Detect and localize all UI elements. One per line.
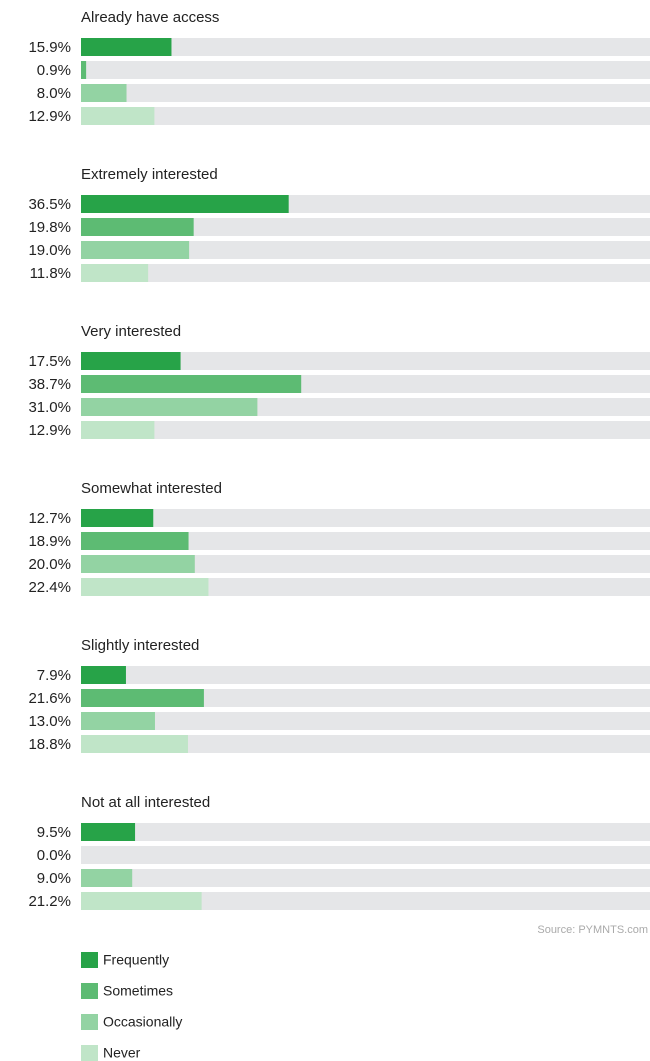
value-label: 8.0%	[37, 85, 71, 102]
value-label: 21.6%	[28, 690, 71, 707]
value-label: 12.7%	[28, 510, 71, 527]
track	[81, 84, 650, 102]
group-title: Already have access	[81, 9, 219, 26]
bar	[81, 532, 189, 550]
track	[81, 38, 650, 56]
value-label: 38.7%	[28, 376, 71, 393]
value-label: 0.9%	[37, 62, 71, 79]
value-label: 12.9%	[28, 422, 71, 439]
value-label: 15.9%	[28, 39, 71, 56]
bar	[81, 555, 195, 573]
value-label: 9.0%	[37, 870, 71, 887]
track	[81, 578, 650, 596]
value-label: 22.4%	[28, 579, 71, 596]
legend-swatch	[81, 952, 98, 968]
value-label: 21.2%	[28, 893, 71, 910]
track	[81, 689, 650, 707]
bar	[81, 352, 181, 370]
bar	[81, 241, 190, 259]
legend-swatch	[81, 983, 98, 999]
value-label: 13.0%	[28, 713, 71, 730]
bar	[81, 578, 209, 596]
value-label: 19.8%	[28, 219, 71, 236]
bar	[81, 195, 289, 213]
legend-label: Frequently	[103, 952, 169, 968]
source: Source: PYMNTS.com	[537, 924, 648, 936]
bar	[81, 264, 149, 282]
group-title: Not at all interested	[81, 794, 210, 811]
track	[81, 555, 650, 573]
track	[81, 869, 650, 887]
track	[81, 846, 650, 864]
track	[81, 735, 650, 753]
track	[81, 532, 650, 550]
value-label: 36.5%	[28, 196, 71, 213]
track	[81, 712, 650, 730]
value-label: 18.8%	[28, 736, 71, 753]
bar	[81, 38, 172, 56]
bar	[81, 375, 302, 393]
track	[81, 823, 650, 841]
group-title: Extremely interested	[81, 166, 218, 183]
legend-swatch	[81, 1045, 98, 1061]
group-title: Somewhat interested	[81, 480, 222, 497]
bar	[81, 61, 87, 79]
value-label: 19.0%	[28, 242, 71, 259]
track	[81, 509, 650, 527]
bar	[81, 509, 154, 527]
bar	[81, 892, 202, 910]
bar	[81, 869, 133, 887]
value-label: 12.9%	[28, 108, 71, 125]
value-label: 9.5%	[37, 824, 71, 841]
value-label: 17.5%	[28, 353, 71, 370]
track	[81, 218, 650, 236]
bar	[81, 689, 204, 707]
value-label: 18.9%	[28, 533, 71, 550]
group-title: Slightly interested	[81, 637, 199, 654]
bar	[81, 398, 258, 416]
group-title: Very interested	[81, 323, 181, 340]
legend-label: Occasionally	[103, 1014, 182, 1030]
value-label: 31.0%	[28, 399, 71, 416]
track	[81, 264, 650, 282]
track	[81, 421, 650, 439]
bar	[81, 712, 155, 730]
track	[81, 241, 650, 259]
track	[81, 61, 650, 79]
value-label: 11.8%	[30, 265, 71, 282]
track	[81, 107, 650, 125]
bar	[81, 84, 127, 102]
legend-label: Never	[103, 1045, 141, 1061]
track	[81, 892, 650, 910]
bar	[81, 421, 155, 439]
bar	[81, 218, 194, 236]
value-label: 20.0%	[28, 556, 71, 573]
bar	[81, 666, 126, 684]
value-label: 7.9%	[37, 667, 71, 684]
bar	[81, 823, 136, 841]
bar	[81, 735, 188, 753]
legend-label: Sometimes	[103, 983, 173, 999]
bar	[81, 107, 155, 125]
track	[81, 666, 650, 684]
legend-swatch	[81, 1014, 98, 1030]
track	[81, 352, 650, 370]
value-label: 0.0%	[37, 847, 71, 864]
